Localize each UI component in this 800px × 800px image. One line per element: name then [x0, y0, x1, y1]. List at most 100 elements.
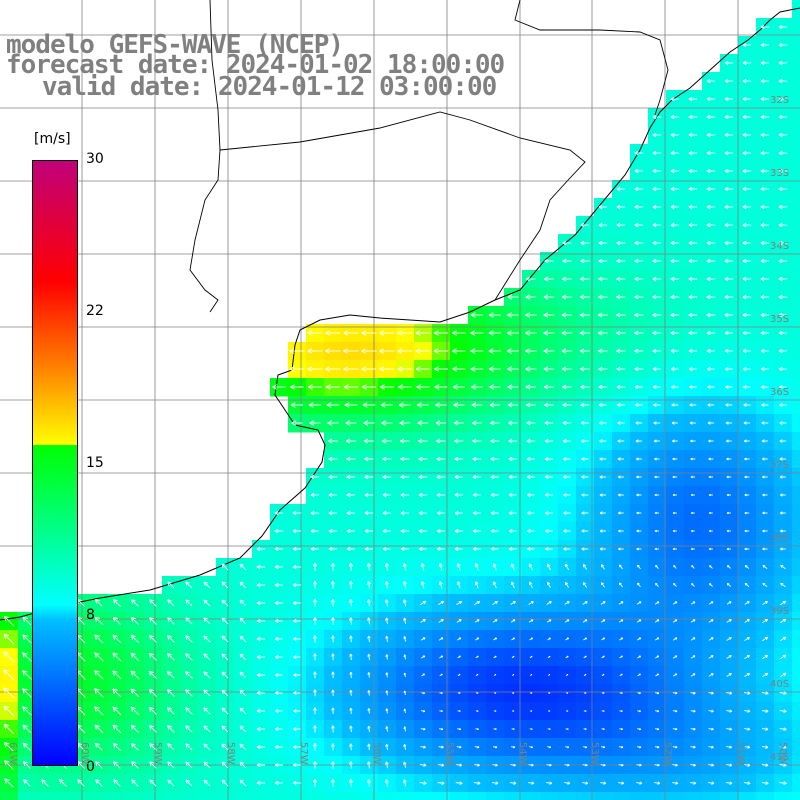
- wind-arrow: [565, 710, 569, 712]
- wind-arrow: [561, 330, 573, 336]
- wind-arrow: [670, 222, 680, 228]
- wind-arrow: [130, 616, 139, 625]
- wind-arrow: [761, 727, 769, 731]
- wind-arrow: [617, 475, 624, 479]
- wind-arrow: [726, 691, 733, 695]
- wind-arrow: [744, 709, 751, 713]
- lat-label: 35S: [770, 314, 790, 325]
- wind-arrow: [579, 294, 590, 300]
- wind-arrow: [403, 636, 407, 642]
- wind-arrow: [634, 150, 644, 156]
- wind-arrow: [743, 403, 751, 407]
- wind-arrow: [708, 781, 715, 785]
- wind-arrow: [489, 402, 501, 408]
- wind-arrow: [475, 637, 480, 641]
- wind-arrow: [618, 564, 623, 570]
- wind-arrow: [583, 728, 587, 731]
- wind-arrow: [654, 547, 660, 551]
- wind-arrow: [418, 474, 428, 480]
- wind-arrow: [308, 402, 322, 408]
- wind-arrow: [274, 600, 283, 606]
- wind-speed-cell: [792, 54, 800, 73]
- wind-arrow: [22, 724, 32, 734]
- wind-speed-cell: [792, 288, 800, 307]
- wind-arrow: [507, 366, 519, 372]
- wind-arrow: [385, 708, 389, 714]
- wind-arrow: [634, 204, 644, 210]
- wind-arrow: [562, 276, 572, 282]
- wind-arrow: [506, 348, 519, 354]
- wind-arrow: [385, 690, 389, 696]
- wind-arrow: [382, 546, 391, 552]
- wind-arrow: [762, 511, 768, 515]
- wind-arrow: [203, 635, 211, 643]
- wind-arrow: [761, 421, 769, 425]
- wind-arrow: [112, 706, 122, 716]
- wind-arrow: [415, 348, 431, 354]
- wind-arrow: [690, 655, 696, 659]
- wind-arrow: [385, 617, 389, 625]
- wind-arrow: [670, 366, 679, 372]
- wind-arrow: [525, 312, 537, 318]
- wind-arrow: [652, 312, 662, 318]
- wind-arrow: [616, 294, 626, 300]
- wind-arrow: [256, 582, 265, 588]
- wind-arrow: [582, 582, 587, 588]
- wind-arrow: [397, 366, 413, 372]
- wind-speed-cell: [180, 792, 199, 800]
- wind-arrow: [3, 687, 15, 699]
- lat-label: 39S: [770, 606, 790, 617]
- wind-arrow: [349, 725, 353, 733]
- wind-arrow: [490, 420, 500, 426]
- wind-arrow: [256, 564, 266, 570]
- wind-arrow: [436, 528, 445, 534]
- wind-arrow: [688, 186, 698, 192]
- wind-arrow: [454, 546, 463, 552]
- wind-arrow: [779, 672, 787, 678]
- wind-speed-cell: [792, 594, 800, 613]
- wind-arrow: [617, 493, 624, 497]
- wind-arrow: [618, 511, 624, 515]
- wind-arrow: [435, 420, 446, 426]
- wind-arrow: [434, 366, 448, 372]
- wind-arrow: [490, 547, 499, 551]
- wind-arrow: [708, 619, 714, 623]
- wind-speed-cell: [648, 792, 667, 800]
- wind-arrow: [672, 745, 678, 749]
- wind-arrow: [724, 150, 734, 156]
- wind-arrow: [598, 348, 608, 354]
- wind-arrow: [239, 671, 247, 679]
- wind-arrow: [691, 565, 695, 569]
- wind-arrow: [780, 564, 786, 570]
- wind-arrow: [724, 132, 734, 138]
- wind-arrow: [312, 617, 317, 625]
- wind-speed-cell: [792, 450, 800, 469]
- wind-arrow: [670, 132, 680, 138]
- wind-arrow: [780, 582, 786, 588]
- wind-arrow: [634, 186, 644, 192]
- wind-arrow: [382, 474, 392, 480]
- wind-arrow: [454, 492, 464, 498]
- wind-arrow: [599, 511, 606, 515]
- wind-arrow: [437, 781, 445, 785]
- wind-arrow: [545, 493, 553, 497]
- wind-arrow: [436, 510, 445, 516]
- wind-arrow: [454, 528, 463, 534]
- wind-arrow: [525, 366, 537, 372]
- wind-arrow: [544, 420, 554, 426]
- wind-arrow: [470, 366, 484, 372]
- wind-arrow: [312, 580, 318, 589]
- wind-arrow: [256, 672, 265, 678]
- wind-arrow: [778, 366, 787, 372]
- wind-arrow: [384, 581, 389, 589]
- wind-arrow: [724, 330, 733, 336]
- wind-arrow: [778, 114, 787, 120]
- wind-arrow: [113, 779, 121, 787]
- wind-speed-cell: [792, 540, 800, 559]
- wind-arrow: [599, 457, 607, 461]
- wind-arrow: [636, 511, 642, 515]
- wind-arrow: [418, 546, 427, 552]
- wind-arrow: [672, 691, 678, 695]
- wind-speed-cell: [432, 792, 451, 800]
- wind-arrow: [636, 619, 642, 623]
